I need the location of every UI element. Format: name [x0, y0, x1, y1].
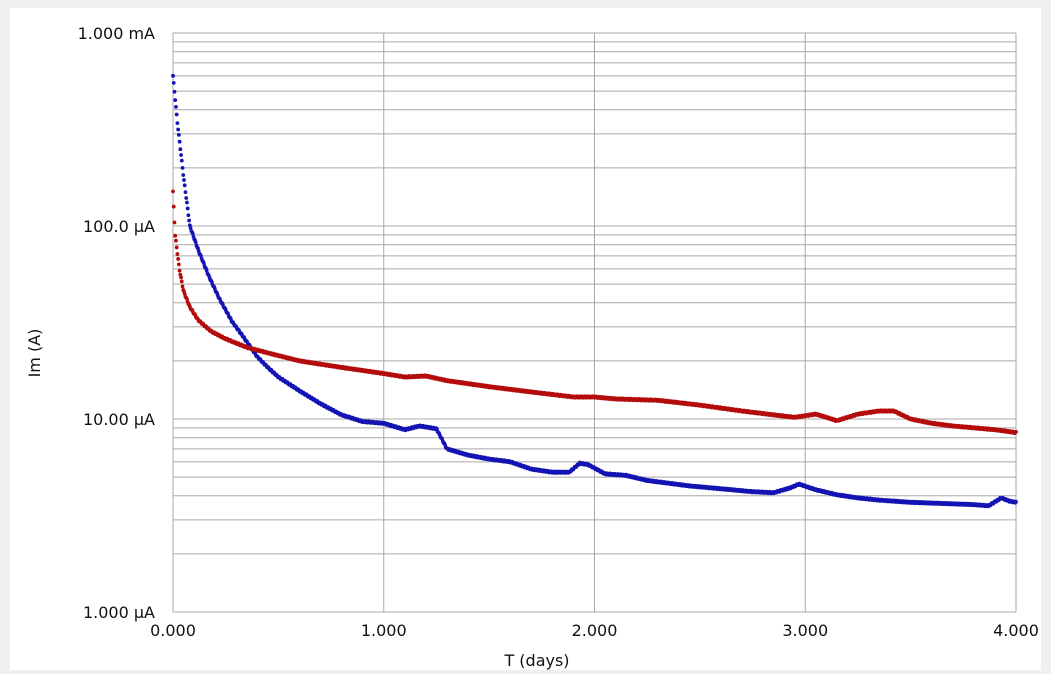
data-point: [1014, 429, 1018, 434]
data-point: [171, 204, 176, 209]
data-point: [171, 81, 176, 85]
x-tick-label: 4.000: [993, 621, 1039, 640]
data-point: [185, 297, 189, 301]
x-tick-label: 1.000: [361, 621, 407, 640]
data-point: [184, 196, 189, 200]
data-point: [185, 200, 189, 205]
data-point: [182, 178, 186, 182]
data-point: [190, 231, 195, 236]
x-axis-title: T (days): [503, 651, 569, 670]
chart-svg: 0.000 1.000 2.000 3.000 4.000 1.000 mA 100.0 …: [25, 24, 1039, 670]
data-point: [176, 132, 181, 137]
x-tick-label: 0.000: [150, 621, 196, 640]
x-tick-labels: 0.000 1.000 2.000 3.000 4.000: [150, 621, 1039, 640]
data-point: [176, 257, 181, 261]
data-point: [179, 158, 184, 163]
data-point: [180, 166, 185, 170]
data-point: [177, 139, 182, 144]
data-point: [176, 127, 181, 132]
data-point: [179, 153, 183, 157]
data-point: [180, 284, 185, 289]
data-point: [175, 121, 180, 126]
data-point: [193, 240, 198, 245]
data-point: [171, 189, 175, 194]
y-tick-labels: 1.000 mA 100.0 µA 10.00 µA 1.000 µA: [78, 24, 155, 622]
series-layer: [171, 73, 1018, 509]
data-point: [188, 226, 193, 230]
series-0: [171, 73, 1018, 509]
y-axis-title: Im (A): [25, 329, 44, 378]
data-point: [171, 73, 175, 78]
data-point: [179, 279, 184, 284]
data-point: [183, 190, 188, 195]
data-point: [172, 220, 177, 225]
data-point: [185, 206, 190, 211]
data-point: [181, 173, 186, 177]
data-point: [172, 89, 177, 94]
data-point: [1014, 499, 1018, 504]
data-point: [178, 147, 183, 152]
grid-lines: [172, 32, 1017, 613]
y-tick-label: 1.000 µA: [83, 603, 155, 622]
data-point: [186, 213, 191, 218]
data-point: [174, 112, 179, 117]
data-point: [174, 104, 178, 109]
data-point: [179, 275, 183, 280]
y-tick-label: 100.0 µA: [83, 217, 155, 236]
data-point: [174, 238, 178, 243]
data-point: [187, 218, 192, 223]
x-tick-label: 3.000: [782, 621, 828, 640]
data-point: [177, 268, 182, 273]
data-point: [175, 252, 180, 256]
y-tick-label: 1.000 mA: [78, 24, 155, 43]
data-point: [173, 233, 178, 238]
data-point: [173, 98, 178, 103]
chart-frame: 0.000 1.000 2.000 3.000 4.000 1.000 mA 100.0 …: [10, 8, 1041, 670]
y-tick-label: 10.00 µA: [83, 410, 155, 429]
data-point: [201, 261, 206, 265]
data-point: [176, 262, 181, 267]
data-point: [182, 183, 187, 188]
x-tick-label: 2.000: [572, 621, 618, 640]
series-1: [171, 189, 1018, 436]
data-point: [174, 245, 179, 250]
